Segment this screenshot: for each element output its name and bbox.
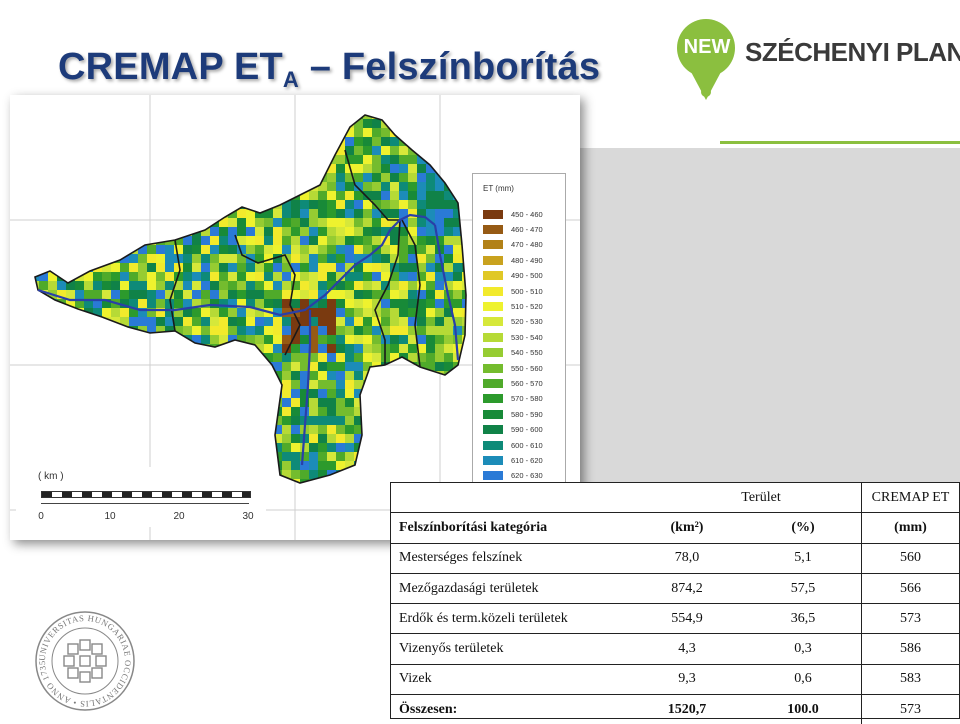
et-map: ET (mm) 450 - 460 460 - 470 470 - 480 480 -… [10,95,580,540]
legend-item: 460 - 470 [483,223,543,235]
page-title: CREMAP ETA – Felszínborítás [58,46,600,93]
legend-swatch [483,455,503,465]
legend-label: 570 - 580 [511,394,543,404]
scale-tick: 30 [242,511,254,522]
scale-tick: 0 [38,511,44,522]
legend-item: 620 - 630 [483,470,543,482]
scale-baseline [41,503,249,504]
legend-swatch [483,332,503,342]
szechenyi-plan-logo [660,0,960,130]
legend-swatch [483,394,503,404]
legend-label: 450 - 460 [511,209,543,219]
legend-title: ET (mm) [483,184,514,193]
land-cover-table: Terület CREMAP ET Felszínborítási kategó… [390,482,960,724]
legend-swatch [483,224,503,234]
data-table: Terület CREMAP ET Felszínborítási kategó… [391,483,959,724]
legend-label: 590 - 600 [511,425,543,435]
seal-emblem: UNIVERSITAS HUNGARIAE OCCIDENTALIS • ANN… [32,602,135,711]
legend-item: 570 - 580 [483,393,543,405]
legend-item: 510 - 520 [483,300,543,312]
scale-unit: ( km ) [38,471,64,482]
legend-item: 500 - 510 [483,285,543,297]
legend-item: 540 - 550 [483,347,543,359]
table-row: Erdők és term.közeli területek 554,9 36,… [391,603,959,635]
legend-item: 470 - 480 [483,239,543,251]
title-rest: – Felszínborítás [299,46,601,88]
legend-label: 580 - 590 [511,409,543,419]
legend-swatch [483,471,503,481]
header-area: Terület [629,483,862,514]
legend-label: 500 - 510 [511,286,543,296]
grey-panel [580,148,960,483]
legend-label: 530 - 540 [511,332,543,342]
legend-item: 580 - 590 [483,408,543,420]
subcatchment-boundaries [34,114,467,484]
map-pin-icon [677,19,735,100]
legend-swatch [483,348,503,358]
title-main: CREMAP ET [58,46,283,88]
legend-label: 620 - 630 [511,471,543,481]
legend-label: 600 - 610 [511,440,543,450]
legend-item: 560 - 570 [483,377,543,389]
map-legend: ET (mm) 450 - 460 460 - 470 470 - 480 480 -… [472,173,566,485]
legend-label: 560 - 570 [511,378,543,388]
legend-label: 610 - 620 [511,455,543,465]
legend-swatch [483,440,503,450]
legend-item: 520 - 530 [483,316,543,328]
legend-label: 550 - 560 [511,363,543,373]
river [37,213,460,466]
scale-bar: ( km ) 0 10 20 30 [16,467,266,527]
legend-swatch [483,271,503,281]
legend-swatch [483,255,503,265]
scale-tick: 20 [173,511,185,522]
legend-label: 490 - 500 [511,271,543,281]
legend-swatch [483,317,503,327]
table-subheader-row: Felszínborítási kategória (km²) (%) (mm) [391,512,959,544]
legend-item: 490 - 500 [483,270,543,282]
legend-item: 600 - 610 [483,439,543,451]
legend-item: 610 - 620 [483,454,543,466]
scale-graphic [41,491,251,498]
map-canvas [10,95,580,540]
table-header-row: Terület CREMAP ET [391,483,959,514]
header-km2: (km²) [629,512,745,544]
legend-label: 520 - 530 [511,317,543,327]
table-row: Vizek 9,3 0,6 583 [391,664,959,696]
divider-line [720,141,960,144]
scale-tick: 10 [104,511,116,522]
table-row: Mesterséges felszínek 78,0 5,1 560 [391,543,959,574]
logo-badge: NEW [683,36,731,58]
legend-swatch [483,286,503,296]
header-cremap: CREMAP ET [861,483,959,514]
logo-name: SZÉCHENYI PLAN [745,37,960,67]
legend-label: 540 - 550 [511,348,543,358]
legend-label: 510 - 520 [511,301,543,311]
table-row: Mezőgazdasági területek 874,2 57,5 566 [391,573,959,605]
university-seal: UNIVERSITAS HUNGARIAE OCCIDENTALIS • ANN… [32,602,136,712]
legend-swatch [483,409,503,419]
legend-swatch [483,378,503,388]
legend-item: 530 - 540 [483,331,543,343]
legend-item: 550 - 560 [483,362,543,374]
legend-swatch [483,425,503,435]
table-total-row: Összesen: 1520,7 100.0 573 [391,694,959,724]
legend-item: 480 - 490 [483,254,543,266]
legend-swatch [483,363,503,373]
legend-label: 460 - 470 [511,224,543,234]
legend-swatch [483,209,503,219]
header-category: Felszínborítási kategória [391,512,629,544]
legend-item: 450 - 460 [483,208,543,220]
legend-swatch [483,240,503,250]
title-subscript: A [282,67,299,92]
header-mm: (mm) [861,512,959,544]
legend-swatch [483,301,503,311]
et-raster [35,115,466,483]
legend-label: 480 - 490 [511,255,543,265]
table-row: Vizenyős területek 4,3 0,3 586 [391,633,959,665]
header-pct: (%) [745,512,862,544]
legend-item: 590 - 600 [483,424,543,436]
legend-label: 470 - 480 [511,240,543,250]
